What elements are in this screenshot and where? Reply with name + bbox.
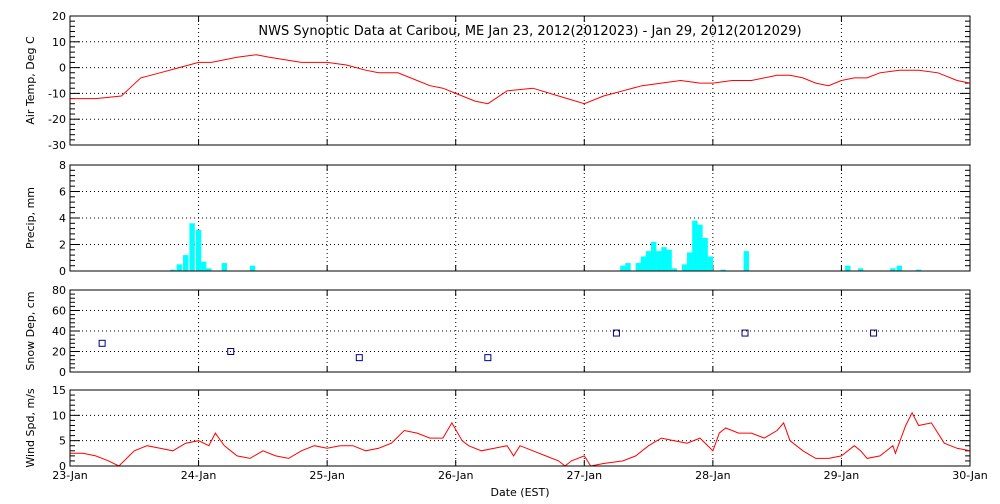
precip-bar xyxy=(195,229,202,271)
y-tick-label: 0 xyxy=(59,366,66,379)
snow-depth-point xyxy=(98,339,106,347)
y-tick-label: 4 xyxy=(59,212,66,225)
y-axis-label: Precip, mm xyxy=(24,187,37,249)
precip-bar xyxy=(896,265,902,271)
precip-bar xyxy=(656,251,662,271)
y-tick-label: 6 xyxy=(59,186,66,199)
precip-bar xyxy=(249,265,256,271)
precip-bar xyxy=(189,223,195,271)
x-tick-label: 29-Jan xyxy=(824,469,860,482)
panel-1: -30 -20 -10 0 10 20 Air Temp, Deg C xyxy=(24,10,971,152)
precip-bar xyxy=(645,251,652,271)
series-line xyxy=(70,54,971,105)
precip-bar xyxy=(640,256,647,271)
y-tick-label: 0 xyxy=(59,62,66,75)
precip-bar xyxy=(720,269,726,271)
snow-depth-point xyxy=(612,329,620,337)
x-tick-label: 24-Jan xyxy=(181,469,217,482)
y-tick-label: 0 xyxy=(59,460,66,473)
precip-bar xyxy=(206,268,212,271)
y-tick-label: 10 xyxy=(52,409,66,422)
y-tick-label: 10 xyxy=(52,36,66,49)
plot-frame xyxy=(69,289,971,373)
precip-bar xyxy=(743,251,749,271)
y-tick-label: 0 xyxy=(59,265,66,278)
precip-bar xyxy=(671,268,677,271)
x-axis-label: Date (EST) xyxy=(490,486,549,499)
x-tick-label: 25-Jan xyxy=(309,469,345,482)
precip-bar xyxy=(702,237,708,271)
precip-bar xyxy=(687,252,693,271)
y-tick-label: 20 xyxy=(52,10,66,23)
panel-3: 0 20 40 60 80 Snow Dep, cm xyxy=(24,284,971,379)
snow-depth-point xyxy=(355,354,363,362)
precip-bar xyxy=(201,261,207,271)
x-tick-label: 23-Jan xyxy=(52,469,88,482)
y-tick-label: 15 xyxy=(52,384,66,397)
y-axis-label: Air Temp, Deg C xyxy=(24,36,37,125)
precip-bar xyxy=(651,241,657,271)
precip-bar xyxy=(890,268,896,271)
precip-bar xyxy=(697,224,703,271)
panel-4: 0 5 10 15 Wind Spd, m/s xyxy=(24,384,971,473)
precip-bar xyxy=(620,265,626,271)
precip-bar xyxy=(176,264,182,271)
snow-depth-point xyxy=(484,354,492,362)
y-axis-label: Wind Spd, m/s xyxy=(24,388,37,468)
precip-bar xyxy=(845,265,851,271)
x-tick-label: 28-Jan xyxy=(695,469,731,482)
chart-title: NWS Synoptic Data at Caribou, ME Jan 23,… xyxy=(258,24,801,39)
y-tick-label: 20 xyxy=(52,346,66,359)
y-tick-label: 40 xyxy=(52,325,66,338)
precip-bar xyxy=(183,255,189,271)
x-tick-label: 27-Jan xyxy=(567,469,603,482)
x-tick-label: 26-Jan xyxy=(438,469,474,482)
precip-bar xyxy=(858,268,864,271)
y-tick-label: -20 xyxy=(48,113,66,126)
y-tick-label: 2 xyxy=(59,239,66,252)
precip-bar xyxy=(170,269,176,271)
x-tick-label: 30-Jan xyxy=(952,469,988,482)
precip-bar xyxy=(692,220,698,271)
y-tick-label: 8 xyxy=(59,159,66,172)
snow-depth-point xyxy=(741,329,749,337)
plot-frame xyxy=(69,15,971,146)
precip-bar xyxy=(915,269,922,271)
y-axis-label: Snow Dep, cm xyxy=(24,291,37,370)
series-line xyxy=(70,411,971,467)
plot-frame xyxy=(69,164,971,272)
y-tick-label: 80 xyxy=(52,284,66,297)
y-tick-label: -30 xyxy=(48,139,66,152)
precip-bar xyxy=(625,263,631,271)
precip-bar xyxy=(707,256,713,271)
snow-depth-point xyxy=(227,348,235,355)
y-tick-label: 5 xyxy=(59,435,66,448)
y-tick-label: 60 xyxy=(52,305,66,318)
snow-depth-point xyxy=(870,329,878,337)
precip-bar xyxy=(681,264,688,271)
y-tick-label: -10 xyxy=(48,87,66,100)
precip-bar xyxy=(661,247,667,271)
precip-bar xyxy=(221,263,227,271)
panel-2: 0 2 4 6 8 Precip, mm xyxy=(24,159,971,278)
plot-frame xyxy=(69,389,971,467)
precip-bar xyxy=(666,249,672,271)
precip-bar xyxy=(635,263,641,271)
